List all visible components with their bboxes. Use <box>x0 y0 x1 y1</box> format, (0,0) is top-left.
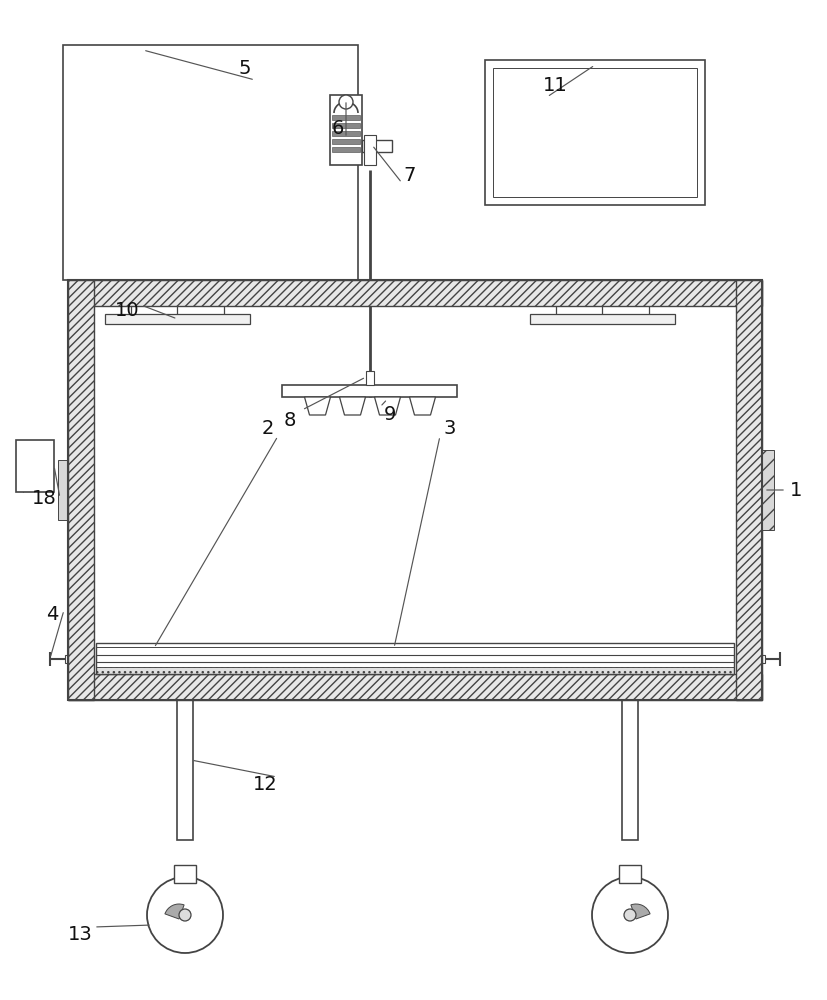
Bar <box>174 865 196 883</box>
Text: 5: 5 <box>238 59 251 78</box>
Bar <box>758 654 764 662</box>
Bar <box>63 45 357 280</box>
Bar <box>282 385 457 397</box>
Bar <box>529 314 674 324</box>
Polygon shape <box>339 397 365 415</box>
Bar <box>761 450 773 530</box>
Circle shape <box>147 877 222 953</box>
Bar <box>68 674 761 700</box>
Bar <box>621 700 638 840</box>
Bar <box>68 280 761 306</box>
Bar <box>332 139 360 144</box>
Bar <box>619 865 640 883</box>
Bar <box>361 140 391 152</box>
Bar <box>68 280 761 700</box>
Wedge shape <box>165 904 184 919</box>
Circle shape <box>624 909 635 921</box>
Bar <box>364 135 375 165</box>
Text: 9: 9 <box>384 406 395 424</box>
Bar <box>94 306 735 674</box>
Bar <box>16 440 54 492</box>
Circle shape <box>338 95 352 109</box>
Bar <box>68 280 94 700</box>
Bar <box>58 460 68 520</box>
Circle shape <box>179 909 191 921</box>
Bar <box>177 700 193 840</box>
Polygon shape <box>409 397 435 415</box>
Text: 18: 18 <box>31 488 56 508</box>
Bar <box>96 655 733 662</box>
Bar <box>105 314 250 324</box>
Text: 12: 12 <box>252 775 277 794</box>
Text: 2: 2 <box>261 418 274 438</box>
Bar <box>366 371 374 385</box>
Bar <box>492 68 696 197</box>
Bar <box>332 131 360 136</box>
Bar <box>735 280 761 700</box>
Text: 1: 1 <box>789 481 801 499</box>
Text: 8: 8 <box>284 410 296 430</box>
Text: 7: 7 <box>404 166 416 185</box>
Bar <box>330 95 361 165</box>
Text: 4: 4 <box>45 605 58 624</box>
Text: 13: 13 <box>68 925 93 944</box>
Polygon shape <box>374 397 400 415</box>
Wedge shape <box>630 904 649 919</box>
Bar <box>96 667 733 674</box>
Bar <box>332 115 360 120</box>
Circle shape <box>591 877 667 953</box>
Bar <box>332 147 360 152</box>
Text: 10: 10 <box>115 300 139 320</box>
Text: 11: 11 <box>542 76 566 95</box>
Text: 6: 6 <box>332 119 344 138</box>
Bar <box>332 123 360 128</box>
Bar <box>65 654 71 662</box>
Bar <box>96 643 733 674</box>
Text: 3: 3 <box>443 418 456 438</box>
Polygon shape <box>304 397 330 415</box>
Bar <box>485 60 704 205</box>
